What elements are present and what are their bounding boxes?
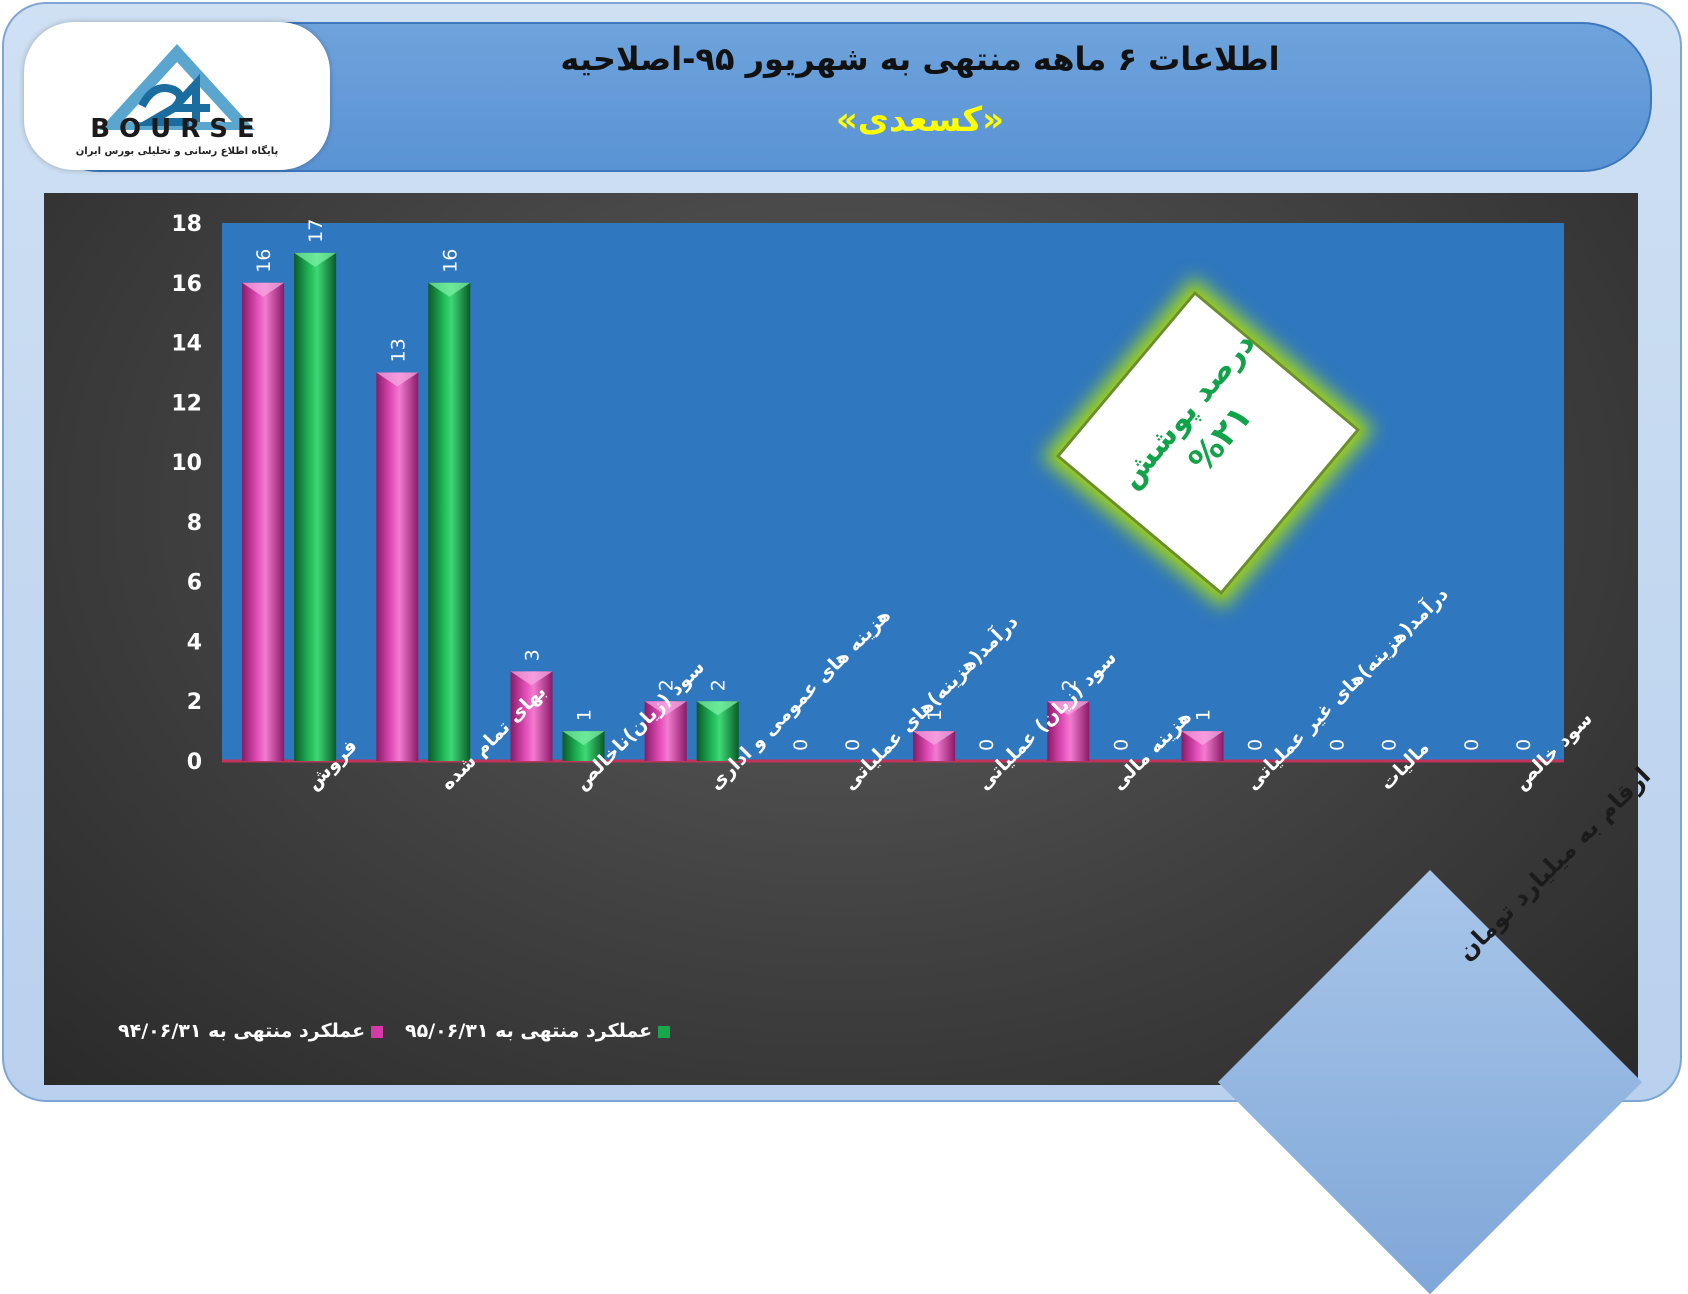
y-tick-label: 14 <box>171 332 202 357</box>
bar-1395 <box>294 252 337 761</box>
bar-1394 <box>510 671 553 761</box>
legend-label-95: عملکرد منتهی به ۹۵/۰۶/۳۱ <box>405 1020 653 1042</box>
page-subtitle: «کسعدی» <box>835 100 1005 140</box>
y-tick-label: 4 <box>187 630 202 655</box>
bar-bevel <box>644 701 687 716</box>
bar-bevel <box>562 731 605 746</box>
bar-1395 <box>428 282 471 761</box>
logo: BOURSE پایگاه اطلاع رسانی و تحلیلی بورس … <box>24 22 330 170</box>
bar-bevel <box>294 252 337 267</box>
y-tick-label: 12 <box>171 391 202 416</box>
bar-1394 <box>376 372 419 761</box>
data-label: 3 <box>522 649 544 661</box>
y-tick-label: 16 <box>171 272 202 297</box>
data-label: 0 <box>1513 739 1535 751</box>
legend-label-94: عملکرد منتهی به ۹۴/۰۶/۳۱ <box>118 1020 366 1042</box>
data-label: 13 <box>387 338 409 362</box>
data-label: 0 <box>842 739 864 751</box>
bar-bevel <box>1181 731 1224 746</box>
legend-swatch-green <box>658 1025 671 1038</box>
data-label: 1 <box>574 709 596 721</box>
bar-bevel <box>696 701 739 716</box>
bar-bevel <box>376 372 419 387</box>
legend-swatch-pink <box>371 1025 384 1038</box>
bar-bevel <box>428 282 471 297</box>
data-label: 2 <box>708 679 730 691</box>
data-label: 1 <box>924 709 946 721</box>
data-label: 2 <box>1058 679 1080 691</box>
bar-bevel <box>913 731 956 746</box>
data-label: 0 <box>976 739 998 751</box>
data-label: 0 <box>1379 739 1401 751</box>
page-title: اطلاعات ۶ ماهه منتهی به شهریور ۹۵-اصلاحی… <box>560 40 1280 78</box>
data-label: 0 <box>1245 739 1267 751</box>
bar-bevel <box>242 282 285 297</box>
chart-panel: 16 17 13 16 3 1 2 2 0 0 1 0 2 0 1 0 0 0 0 0 0 2 4 6 8 10 12 14 16 18… <box>44 193 1638 1085</box>
legend-item-95: عملکرد منتهی به ۹۵/۰۶/۳۱ <box>405 1020 671 1042</box>
data-label: 0 <box>1461 739 1483 751</box>
y-tick-label: 0 <box>187 750 202 775</box>
data-label: 16 <box>253 249 275 273</box>
data-label: 0 <box>790 739 812 751</box>
data-label: 0 <box>1110 739 1132 751</box>
y-tick-label: 18 <box>171 212 202 237</box>
data-label: 1 <box>1193 709 1215 721</box>
bar-bevel <box>510 671 553 686</box>
data-label: 17 <box>305 219 327 243</box>
data-label: 16 <box>439 249 461 273</box>
logo-mark-icon <box>99 44 255 130</box>
logo-tagline: پایگاه اطلاع رسانی و تحلیلی بورس ایران <box>75 146 279 157</box>
y-tick-label: 10 <box>171 451 202 476</box>
y-tick-label: 6 <box>187 571 202 596</box>
y-tick-label: 2 <box>187 690 202 715</box>
bar-bevel <box>1047 701 1090 716</box>
bar-1394 <box>242 282 285 761</box>
y-tick-label: 8 <box>187 511 202 536</box>
legend-item-94: عملکرد منتهی به ۹۴/۰۶/۳۱ <box>118 1020 384 1042</box>
data-label: 0 <box>1327 739 1349 751</box>
data-label: 2 <box>656 679 678 691</box>
logo-word: BOURSE <box>90 114 264 144</box>
